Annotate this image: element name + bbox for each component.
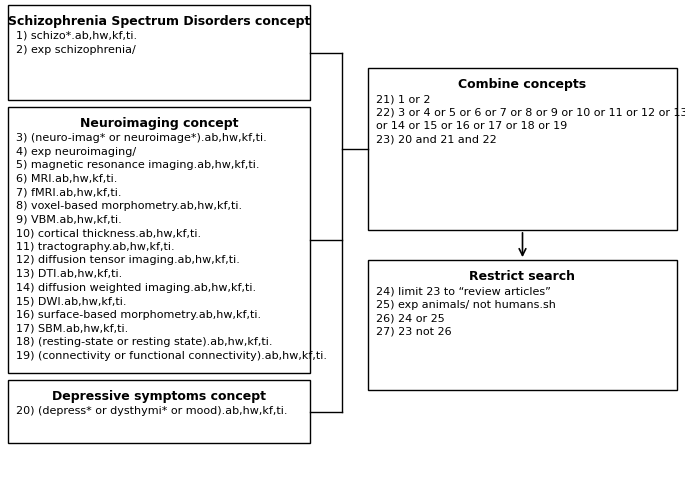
Text: Depressive symptoms concept: Depressive symptoms concept — [52, 390, 266, 403]
Text: 24) limit 23 to “review articles”
25) exp animals/ not humans.sh
26) 24 or 25
27: 24) limit 23 to “review articles” 25) ex… — [376, 286, 556, 337]
Bar — [368, 260, 677, 390]
Text: Neuroimaging concept: Neuroimaging concept — [79, 117, 238, 130]
Bar — [8, 380, 310, 443]
Bar — [8, 5, 310, 100]
Text: Schizophrenia Spectrum Disorders concept: Schizophrenia Spectrum Disorders concept — [8, 15, 310, 28]
Text: Restrict search: Restrict search — [469, 270, 575, 283]
Text: 1) schizo*.ab,hw,kf,ti.
2) exp schizophrenia/: 1) schizo*.ab,hw,kf,ti. 2) exp schizophr… — [16, 31, 137, 55]
Text: 20) (depress* or dysthymi* or mood).ab,hw,kf,ti.: 20) (depress* or dysthymi* or mood).ab,h… — [16, 406, 288, 416]
Bar — [368, 68, 677, 230]
Text: 21) 1 or 2
22) 3 or 4 or 5 or 6 or 7 or 8 or 9 or 10 or 11 or 12 or 13
or 14 or : 21) 1 or 2 22) 3 or 4 or 5 or 6 or 7 or … — [376, 94, 685, 145]
Text: Combine concepts: Combine concepts — [458, 78, 586, 91]
Text: 3) (neuro-imag* or neuroimage*).ab,hw,kf,ti.
4) exp neuroimaging/
5) magnetic re: 3) (neuro-imag* or neuroimage*).ab,hw,kf… — [16, 133, 327, 360]
Bar — [8, 107, 310, 373]
